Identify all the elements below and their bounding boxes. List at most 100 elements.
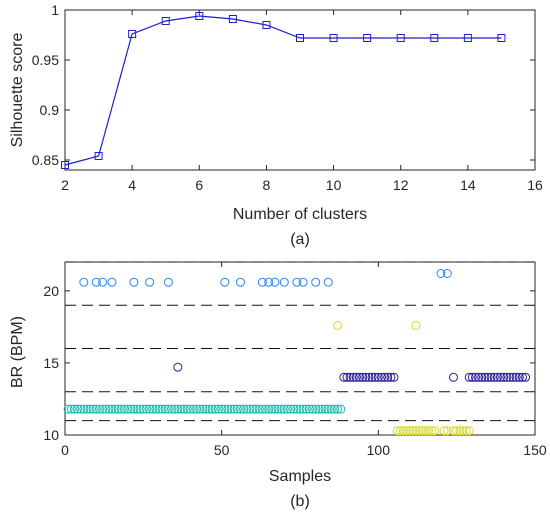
silhouette-chart: 2 4 6 8 10 12 14 16 0.85 0.9 0.95 1 Number of clus…	[9, 2, 543, 248]
br-sample-point	[232, 404, 242, 414]
br-sample-point	[373, 372, 383, 382]
br-sample-point	[63, 404, 73, 414]
br-sample-point	[467, 372, 477, 382]
br-sample-point	[339, 372, 349, 382]
br-sample-point	[499, 372, 509, 382]
br-sample-point	[264, 404, 274, 414]
br-sample-point	[195, 404, 205, 414]
plot-a-x-tick-label: 14	[460, 177, 476, 193]
br-sample-point	[229, 404, 239, 414]
br-sample-point	[257, 404, 267, 414]
br-sample-point	[323, 404, 333, 414]
br-sample-point	[157, 404, 167, 414]
silhouette-point-marker	[228, 15, 237, 23]
br-sample-point	[145, 404, 155, 414]
br-sample-point	[236, 404, 245, 414]
plot-a-x-tick-label: 8	[263, 177, 271, 193]
br-sample-point	[95, 404, 104, 414]
br-sample-point	[148, 404, 158, 414]
plot-a-x-ticks: 2 4 6 8 10 12 14 16	[61, 10, 543, 193]
br-sample-point	[402, 426, 411, 436]
br-sample-point	[279, 277, 289, 287]
plot-b-x-label: Samples	[269, 468, 331, 485]
plot-b-y-label: BR (BPM)	[9, 316, 26, 388]
plot-a-y-tick-label: 0.9	[40, 102, 60, 118]
br-sample-point	[301, 404, 311, 414]
br-sample-point	[192, 404, 202, 414]
br-sample-point	[439, 426, 449, 436]
br-sample-point	[392, 426, 402, 436]
br-sample-point	[129, 404, 139, 414]
br-sample-point	[424, 426, 433, 436]
br-sample-point	[411, 426, 421, 436]
br-sample-point	[107, 277, 117, 287]
silhouette-point-marker	[396, 34, 405, 42]
br-sample-point	[492, 372, 502, 382]
plot-a-axes-box	[64, 9, 536, 171]
br-sample-point	[126, 404, 136, 414]
br-sample-point	[298, 404, 308, 414]
plot-b-x-tick-label: 150	[523, 442, 547, 458]
silhouette-point-marker	[430, 34, 439, 42]
plot-b-threshold-lines	[65, 261, 535, 422]
br-sample-point	[270, 404, 280, 414]
br-sample-point	[239, 404, 249, 414]
br-sample-point	[170, 404, 180, 414]
br-sample-point	[69, 404, 79, 414]
br-sample-point	[496, 372, 505, 382]
br-sample-point	[464, 426, 474, 436]
br-sample-point	[220, 404, 230, 414]
br-sample-point	[176, 404, 186, 414]
br-sample-point	[129, 277, 139, 287]
br-sample-point	[223, 404, 233, 414]
br-sample-point	[91, 404, 101, 414]
plot-a-y-tick-label: 0.85	[32, 152, 59, 168]
br-sample-point	[323, 277, 333, 287]
plot-a-x-tick-label: 6	[195, 177, 203, 193]
br-sample-point	[452, 426, 462, 436]
br-sample-point	[261, 404, 270, 414]
plot-a-x-tick-label: 2	[61, 177, 69, 193]
br-sample-point	[417, 426, 427, 436]
silhouette-point-marker	[128, 30, 137, 38]
br-sample-point	[386, 372, 396, 382]
br-sample-point	[79, 277, 89, 287]
silhouette-series-line	[64, 15, 502, 166]
br-sample-point	[364, 372, 374, 382]
br-sample-point	[198, 404, 208, 414]
plot-a-caption: (a)	[290, 231, 310, 248]
silhouette-point-marker	[497, 34, 506, 42]
br-sample-point	[317, 404, 327, 414]
br-sample-point	[320, 404, 330, 414]
br-sample-point	[511, 372, 521, 382]
br-sample-point	[311, 404, 321, 414]
br-sample-point	[257, 277, 267, 287]
br-sample-point	[289, 404, 299, 414]
plot-b-y-tick-label: 15	[43, 355, 59, 371]
br-sample-point	[220, 277, 230, 287]
br-sample-point	[326, 404, 336, 414]
silhouette-point-marker	[363, 34, 372, 42]
br-sample-point	[514, 372, 524, 382]
br-sample-point	[518, 372, 527, 382]
br-sample-point	[345, 372, 355, 382]
br-sample-point	[464, 372, 474, 382]
br-sample-point	[430, 426, 440, 436]
br-sample-point	[173, 404, 183, 414]
br-sample-point	[267, 404, 277, 414]
br-sample-point	[145, 277, 155, 287]
br-sample-point	[217, 404, 227, 414]
plot-b-x-tick-label: 0	[61, 442, 69, 458]
plot-a-y-tick-label: 1	[51, 2, 59, 18]
br-sample-point	[480, 372, 490, 382]
br-sample-point	[330, 404, 339, 414]
br-sample-point	[380, 372, 390, 382]
br-sample-point	[455, 426, 465, 436]
br-sample-point	[182, 404, 192, 414]
plot-b-y-ticks: 10 15 20	[43, 283, 535, 443]
br-sample-point	[276, 404, 286, 414]
plot-b-x-tick-label: 50	[214, 442, 230, 458]
br-sample-point	[226, 404, 236, 414]
br-sample-point	[242, 404, 252, 414]
